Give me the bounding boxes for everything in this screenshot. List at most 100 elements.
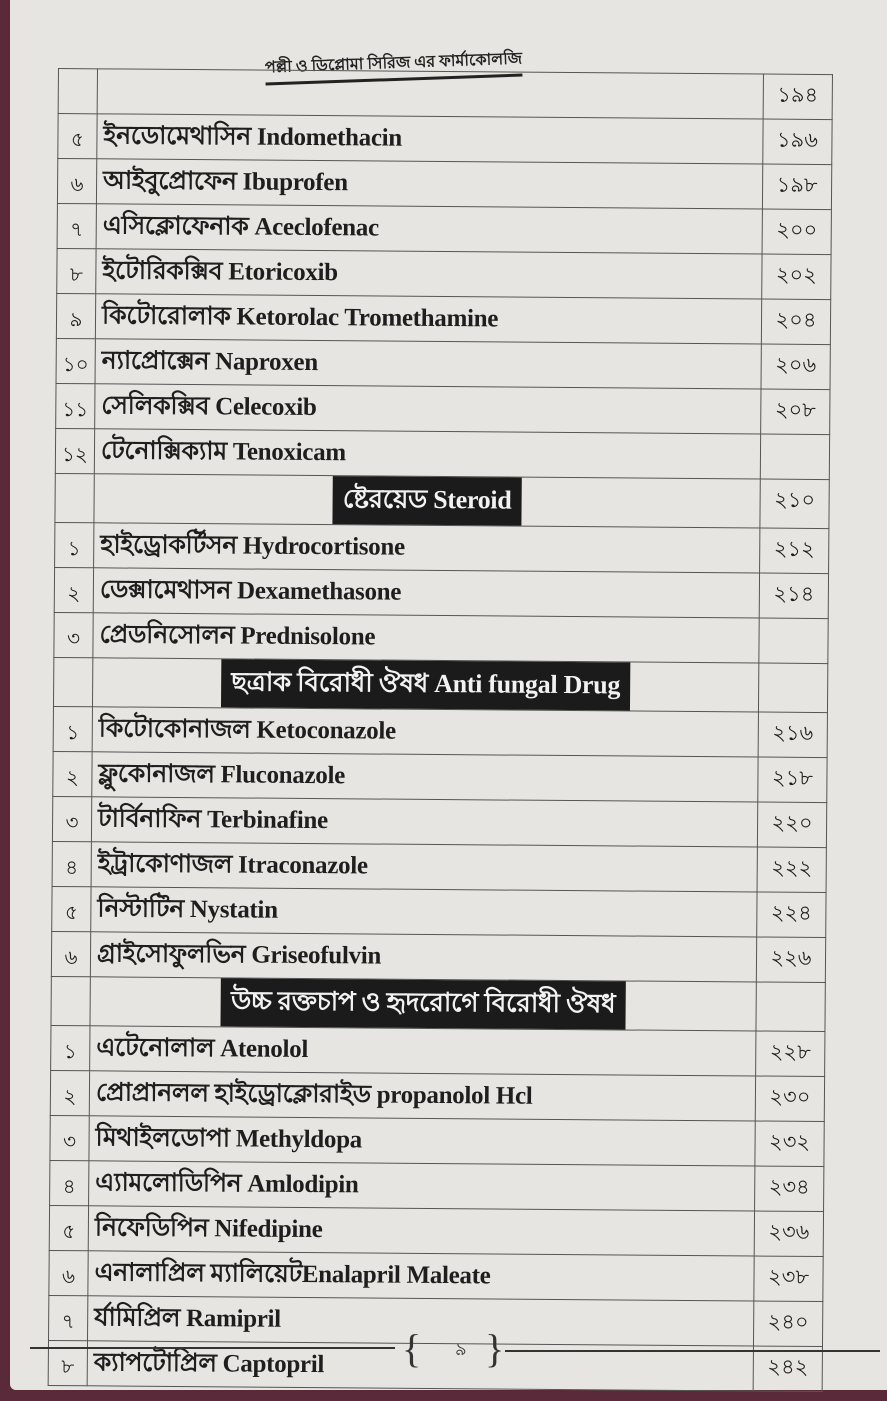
page-cell xyxy=(758,663,828,713)
number-cell: ৫ xyxy=(51,886,92,932)
number-cell: ৬ xyxy=(51,931,91,977)
drug-name-cell: সেলিকক্সিব Celecoxib xyxy=(94,383,762,435)
number-cell xyxy=(50,976,91,1026)
number-cell: ১ xyxy=(50,1025,90,1071)
section-header-row: উচ্চ রক্তচাপ ও হৃদরোগে বিরোধী ঔষধ xyxy=(50,976,826,1032)
drug-name-cell xyxy=(97,68,764,120)
drug-name-cell: এটেনোলাল Atenolol xyxy=(89,1025,756,1077)
page-cell: ২১৮ xyxy=(757,757,828,803)
table-row: ৩ মিথাইলডোপা Methyldopa ২৩২ xyxy=(49,1115,825,1167)
page-cell xyxy=(758,618,829,664)
number-cell: ১ xyxy=(54,522,94,568)
number-cell: ১০ xyxy=(56,338,96,384)
number-cell: ৭ xyxy=(57,203,97,249)
contents-table: ১৯৪ ৫ ইনডোমেথাসিন Indomethacin ১৯৬ ৬ আইবুপ… xyxy=(48,68,833,1392)
number-cell: ৪ xyxy=(52,841,92,887)
table-row: ১ হাইড্রোকর্টিসন Hydrocortisone ২১২ xyxy=(54,522,829,574)
drug-name-cell: নিফেডিপিন Nifedipine xyxy=(88,1205,755,1257)
section-header-row: ষ্টেরয়েড Steroid ২১০ xyxy=(54,473,830,529)
section-cell: ষ্টেরয়েড Steroid xyxy=(93,473,761,529)
table-row: ৫ ইনডোমেথাসিন Indomethacin ১৯৬ xyxy=(57,113,833,165)
page-cell: ২১৬ xyxy=(758,712,828,758)
number-cell: ১ xyxy=(53,706,93,752)
page-cell: ১৯৮ xyxy=(762,164,832,210)
page-cell: ২৩৪ xyxy=(754,1166,824,1212)
drug-name-cell: ফ্লুকোনাজল Fluconazole xyxy=(91,751,759,803)
drug-name-cell: এনালাপ্রিল ম্যালিয়েটEnalapril Maleate xyxy=(87,1250,755,1302)
table-row: ৪ ইট্রাকোণাজল Itraconazole ২২২ xyxy=(52,841,827,893)
drug-name-cell: হাইড্রোকর্টিসন Hydrocortisone xyxy=(93,522,760,574)
number-cell: ৬ xyxy=(57,158,97,204)
number-cell: ৯ xyxy=(56,293,96,339)
drug-name-cell: ইনডোমেথাসিন Indomethacin xyxy=(96,113,764,165)
section-cell: ছত্রাক বিরোধী ঔষধ Anti fungal Drug xyxy=(92,657,759,713)
number-cell xyxy=(58,68,98,114)
page-cell: ১৯৬ xyxy=(762,119,833,165)
drug-name-cell: নিস্টাটিন Nystatin xyxy=(90,886,758,938)
page-cell: ১৯৪ xyxy=(763,74,833,120)
drug-name-cell: গ্রাইসোফুলভিন Griseofulvin xyxy=(90,931,757,983)
drug-name-cell: ইট্রাকোণাজল Itraconazole xyxy=(91,841,758,893)
table-row: ৬ আইবুপ্রোফেন Ibuprofen ১৯৮ xyxy=(57,158,832,210)
drug-name-cell: মিথাইলডোপা Methyldopa xyxy=(88,1115,756,1167)
number-cell: ২ xyxy=(52,751,93,797)
table-row: ১০ ন্যাপ্রোক্সেন Naproxen ২০৬ xyxy=(56,338,831,390)
number-cell: ২ xyxy=(50,1070,90,1116)
number-cell: ৩ xyxy=(49,1115,90,1161)
number-cell: ৪ xyxy=(49,1160,89,1206)
page-footer: { ৯ } xyxy=(30,1325,880,1371)
footer-rule-right xyxy=(505,1350,880,1352)
page-cell: ২২০ xyxy=(757,802,827,848)
table-row: ৫ নিস্টাটিন Nystatin ২২৪ xyxy=(51,886,827,938)
drug-name-cell: টার্বিনাফিন Terbinafine xyxy=(91,796,758,848)
page-cell: ২২৪ xyxy=(756,892,827,938)
table-row: ৪ এ্যামলোডিপিন Amlodipin ২৩৪ xyxy=(49,1160,824,1212)
table-row: ২ ডেক্সামেথাসন Dexamethasone ২১৪ xyxy=(54,567,829,619)
page-cell xyxy=(760,434,830,480)
page-cell xyxy=(755,982,826,1032)
footer-rule-left xyxy=(30,1347,395,1349)
number-cell: ৮ xyxy=(56,248,97,294)
section-title: ছত্রাক বিরোধী ঔষধ Anti fungal Drug xyxy=(221,659,631,711)
page-cell: ২৩৬ xyxy=(754,1211,824,1257)
page-cell: ২৩৮ xyxy=(753,1256,824,1302)
document-page: পল্লী ও ডিপ্লোমা সিরিজ এর ফার্মাকোলজি ১৯… xyxy=(10,0,887,1392)
drug-name-cell: ডেক্সামেথাসন Dexamethasone xyxy=(93,567,760,619)
page-number: ৯ xyxy=(455,1339,467,1359)
number-cell: ৫ xyxy=(49,1205,89,1251)
drug-name-cell: কিটোরোলাক Ketorolac Tromethamine xyxy=(95,293,762,345)
page-cell: ২০২ xyxy=(761,254,832,300)
page-cell: ২৩২ xyxy=(754,1121,825,1167)
right-brace-ornament: } xyxy=(485,1326,505,1371)
drug-name-cell: কিটোকোনাজল Ketoconazole xyxy=(92,706,759,758)
table-row: ৩ টার্বিনাফিন Terbinafine ২২০ xyxy=(52,796,827,848)
table-row: ২ ফ্লুকোনাজল Fluconazole ২১৮ xyxy=(52,751,828,803)
page-cell: ২০৮ xyxy=(760,389,830,435)
drug-name-cell: ন্যাপ্রোক্সেন Naproxen xyxy=(95,338,762,390)
page-cell: ২১২ xyxy=(759,528,829,574)
number-cell xyxy=(53,657,93,707)
left-brace-ornament: { xyxy=(402,1326,422,1371)
number-cell: ৬ xyxy=(48,1250,89,1296)
section-cell: উচ্চ রক্তচাপ ও হৃদরোগে বিরোধী ঔষধ xyxy=(89,976,757,1032)
page-cell: ২০০ xyxy=(762,209,832,255)
section-title: ষ্টেরয়েড Steroid xyxy=(332,476,522,526)
page-cell: ২২৮ xyxy=(755,1031,825,1077)
number-cell: ৫ xyxy=(57,113,98,159)
table-row: ১ কিটোকোনাজল Ketoconazole ২১৬ xyxy=(53,706,828,758)
page-cell: ২২৬ xyxy=(756,937,826,983)
page-cell: ২০৬ xyxy=(761,344,831,390)
number-cell: ২ xyxy=(54,567,94,613)
table-row: ৮ ইটোরিকক্সিব Etoricoxib ২০২ xyxy=(56,248,832,300)
table-row: ৬ গ্রাইসোফুলভিন Griseofulvin ২২৬ xyxy=(51,931,826,983)
table-row: ৩ প্রেডনিসোলন Prednisolone xyxy=(53,612,829,664)
table-row: ৬ এনালাপ্রিল ম্যালিয়েটEnalapril Maleate… xyxy=(48,1250,824,1302)
drug-name-cell: এ্যামলোডিপিন Amlodipin xyxy=(88,1160,755,1212)
drug-name-cell: ইটোরিকক্সিব Etoricoxib xyxy=(95,248,763,300)
page-cell: ২২২ xyxy=(757,847,827,893)
page-cell: ২১০ xyxy=(759,479,830,529)
page-cell: ২০৪ xyxy=(761,299,831,345)
number-cell xyxy=(54,473,95,523)
drug-name-cell: প্রেডনিসোলন Prednisolone xyxy=(92,612,760,664)
table-row: ১৯৪ xyxy=(58,68,833,120)
